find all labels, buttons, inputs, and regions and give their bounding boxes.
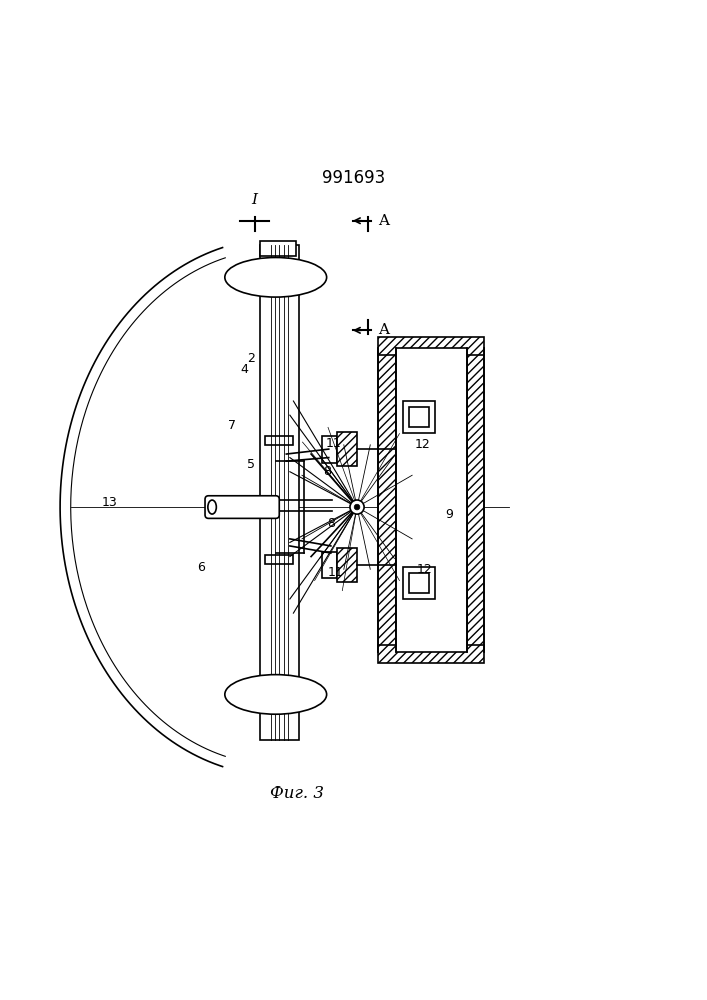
Text: 9: 9 xyxy=(445,508,453,521)
Circle shape xyxy=(350,500,364,514)
Text: A: A xyxy=(378,323,390,337)
Ellipse shape xyxy=(208,500,216,514)
Text: A: A xyxy=(378,214,390,228)
Bar xyxy=(322,436,337,463)
Circle shape xyxy=(354,504,360,510)
Bar xyxy=(378,645,484,663)
Bar xyxy=(378,348,396,652)
Bar xyxy=(403,567,435,599)
Text: 991693: 991693 xyxy=(322,169,385,187)
Bar xyxy=(337,432,357,466)
Bar xyxy=(396,348,467,652)
Text: 12: 12 xyxy=(415,438,431,451)
Text: 2: 2 xyxy=(247,352,255,365)
FancyBboxPatch shape xyxy=(205,496,279,518)
Bar xyxy=(337,548,357,582)
Text: 12: 12 xyxy=(416,563,432,576)
Text: 11: 11 xyxy=(326,437,341,450)
Bar xyxy=(322,552,337,578)
Text: 8: 8 xyxy=(327,517,335,530)
Bar xyxy=(265,555,293,564)
Text: 4: 4 xyxy=(240,363,248,376)
Text: 7: 7 xyxy=(228,419,236,432)
Bar xyxy=(259,245,298,740)
Text: 10: 10 xyxy=(222,504,238,517)
Bar xyxy=(260,241,296,256)
Text: 6: 6 xyxy=(197,561,206,574)
Text: 8: 8 xyxy=(323,465,332,478)
Bar xyxy=(378,337,484,355)
Text: Фиг. 3: Фиг. 3 xyxy=(270,785,324,802)
Text: 13: 13 xyxy=(102,496,117,509)
Ellipse shape xyxy=(225,257,327,297)
Bar xyxy=(409,573,429,593)
Text: 11: 11 xyxy=(328,566,344,579)
Bar xyxy=(467,348,484,652)
Text: 5: 5 xyxy=(247,458,255,471)
Bar xyxy=(265,436,293,445)
Ellipse shape xyxy=(225,675,327,714)
Bar xyxy=(409,407,429,427)
Bar xyxy=(403,401,435,433)
Text: I: I xyxy=(252,193,257,207)
